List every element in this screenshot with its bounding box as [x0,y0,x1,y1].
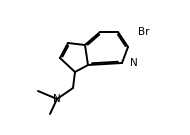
Text: Br: Br [138,27,150,37]
Text: N: N [53,94,61,104]
Text: N: N [130,58,138,68]
